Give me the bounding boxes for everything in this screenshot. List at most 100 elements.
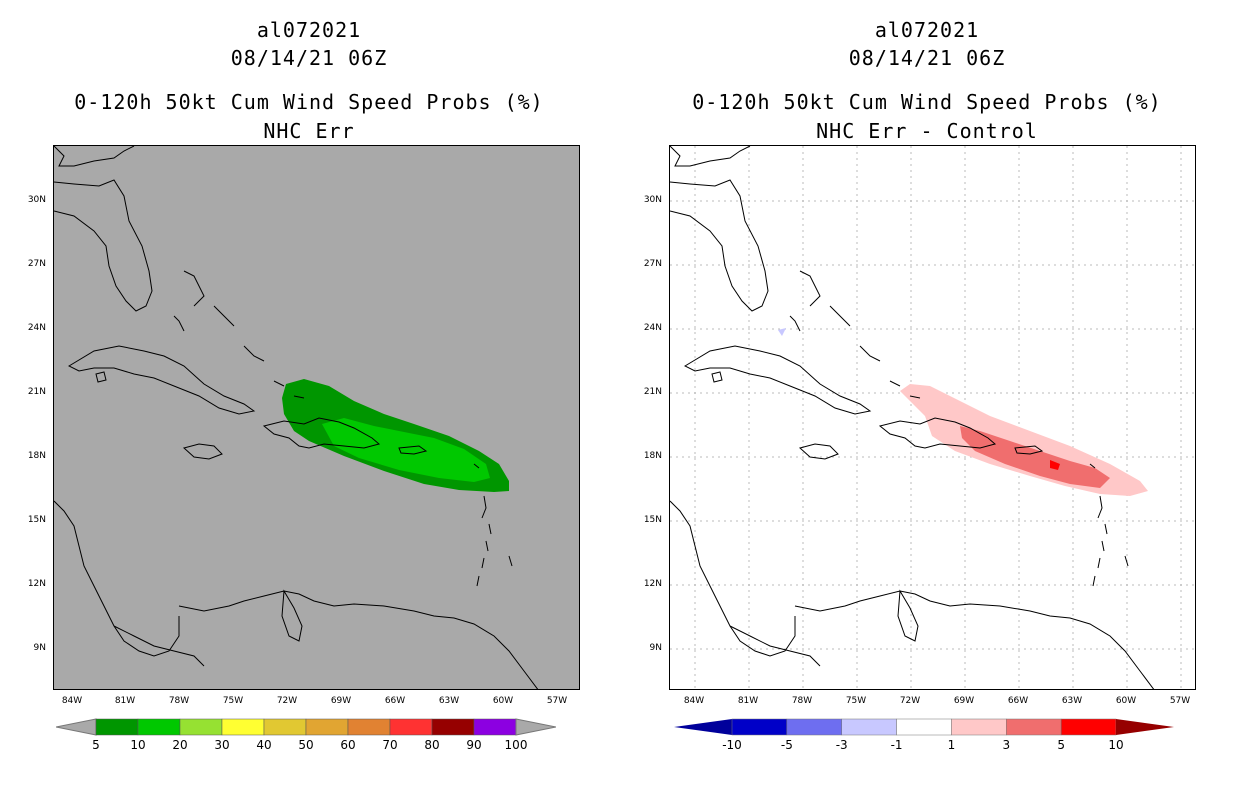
puerto-rico xyxy=(398,445,428,455)
lon-label: 75W xyxy=(222,696,244,706)
lat-label: 18N xyxy=(643,451,662,461)
colorbar-label: -1 xyxy=(890,738,903,752)
colorbar-swatch xyxy=(841,718,897,736)
colorbar-swatch xyxy=(431,718,475,736)
colorbar-swatch xyxy=(221,718,265,736)
forecast-time: 08/14/21 06Z xyxy=(230,46,388,70)
colorbar-label: 80 xyxy=(424,738,440,752)
lat-label: 27N xyxy=(643,259,662,269)
product-title: 0-120h 50kt Cum Wind Speed Probs (%) xyxy=(692,90,1162,114)
colorbar-label: 5 xyxy=(1057,738,1065,752)
colorbar-label: 1 xyxy=(947,738,956,752)
diff-region-3 xyxy=(960,426,1110,488)
diff-contours xyxy=(778,328,1148,496)
lon-label: 63W xyxy=(438,696,460,706)
colorbar-swatch xyxy=(1060,718,1117,736)
colorbar-label: -3 xyxy=(835,738,848,752)
bahamas xyxy=(789,270,921,399)
lat-label: 9N xyxy=(33,643,46,653)
lon-label: 63W xyxy=(1061,696,1083,706)
colorbar-label: 60 xyxy=(340,738,356,752)
colorbar-swatch xyxy=(1006,718,1062,736)
lon-label: 84W xyxy=(61,696,83,706)
forecast-time: 08/14/21 06Z xyxy=(848,46,1006,70)
maracaibo xyxy=(281,589,303,642)
colorbar-label: 5 xyxy=(92,738,100,752)
lat-label: 18N xyxy=(27,451,46,461)
colorbar-low-arrow xyxy=(674,719,732,735)
colorbar-label: 10 xyxy=(130,738,146,752)
colorbar-swatch xyxy=(896,718,952,736)
lon-label: 75W xyxy=(845,696,867,706)
lon-label: 84W xyxy=(683,696,705,706)
product-subtitle: NHC Err - Control xyxy=(816,119,1038,143)
coastlines xyxy=(670,146,1155,689)
central-america xyxy=(54,500,180,657)
lat-label: 24N xyxy=(27,323,46,333)
colorbar-high-arrow xyxy=(1116,719,1174,735)
grid-lines xyxy=(670,146,1195,689)
lat-label: 24N xyxy=(643,323,662,333)
colorbar-label: 3 xyxy=(1002,738,1011,752)
puerto-rico xyxy=(1014,445,1044,455)
south-america-coast xyxy=(794,590,1155,689)
lon-label: 72W xyxy=(899,696,921,706)
colorbar-swatch xyxy=(179,718,223,736)
lon-label: 66W xyxy=(1007,696,1029,706)
diff-region-5 xyxy=(1050,460,1060,470)
lon-label: 57W xyxy=(1169,696,1191,706)
colorbar-label: 90 xyxy=(466,738,482,752)
colorbar-label: 70 xyxy=(382,738,398,752)
probability-map[interactable] xyxy=(53,145,580,690)
lon-label: 81W xyxy=(114,696,136,706)
colorbar-high-arrow xyxy=(515,718,556,736)
jamaica xyxy=(798,443,839,460)
lon-label: 69W xyxy=(953,696,975,706)
storm-id: al072021 xyxy=(874,18,980,42)
map-canvas xyxy=(54,146,539,689)
right-panel: al072021 08/14/21 06Z 0-120h 50kt Cum Wi… xyxy=(618,0,1236,800)
lat-label: 27N xyxy=(27,259,46,269)
hispaniola xyxy=(262,417,381,449)
storm-id: al072021 xyxy=(256,18,362,42)
colorbar-swatch xyxy=(305,718,349,736)
lat-label: 30N xyxy=(643,195,662,205)
coastlines xyxy=(54,146,539,689)
lat-label: 30N xyxy=(27,195,46,205)
south-america-coast xyxy=(178,590,539,689)
colorbar xyxy=(674,718,1174,736)
panama xyxy=(729,625,821,667)
isle-of-youth xyxy=(95,371,107,383)
diff-region-neg xyxy=(778,328,786,336)
colorbar-swatch xyxy=(731,718,788,736)
lon-label: 57W xyxy=(546,696,568,706)
panama xyxy=(113,625,205,667)
colorbar-swatch xyxy=(786,718,842,736)
colorbar-label: 40 xyxy=(256,738,272,752)
us-coast xyxy=(670,146,751,167)
bahamas xyxy=(173,270,305,399)
jamaica xyxy=(182,443,223,460)
colorbar-label: 20 xyxy=(172,738,188,752)
colorbar-label: -10 xyxy=(722,738,742,752)
colorbar-swatch xyxy=(95,718,139,736)
difference-map[interactable] xyxy=(669,145,1196,690)
lesser-antilles xyxy=(1089,463,1129,587)
colorbar-swatch xyxy=(951,718,1007,736)
diff-region-1 xyxy=(900,384,1148,496)
lon-label: 81W xyxy=(737,696,759,706)
lon-label: 60W xyxy=(1115,696,1137,706)
colorbar-svg xyxy=(674,718,1174,736)
colorbar-label: 10 xyxy=(1108,738,1124,752)
isle-of-youth xyxy=(711,371,723,383)
colorbar-label: 30 xyxy=(214,738,230,752)
lat-label: 15N xyxy=(27,515,46,525)
colorbar-swatch xyxy=(347,718,391,736)
colorbar-low-arrow xyxy=(56,718,97,736)
lon-label: 60W xyxy=(492,696,514,706)
prob-contours xyxy=(282,379,509,492)
florida-coast xyxy=(670,179,769,312)
central-america xyxy=(670,500,796,657)
colorbar-label: 100 xyxy=(504,738,528,752)
left-panel: al072021 08/14/21 06Z 0-120h 50kt Cum Wi… xyxy=(27,18,580,752)
